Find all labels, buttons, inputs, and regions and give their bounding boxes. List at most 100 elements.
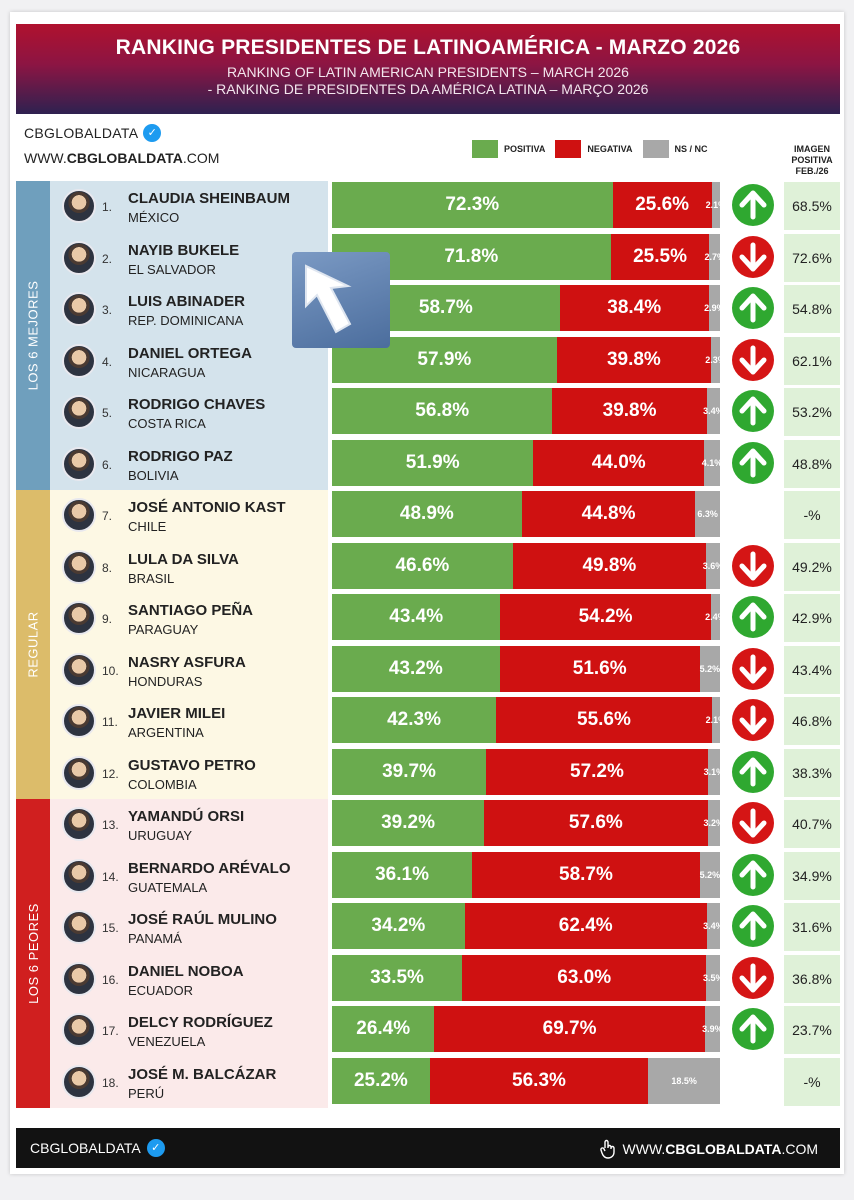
group-label: LOS 6 MEJORES: [25, 280, 41, 391]
verified-badge-icon: ✓: [143, 124, 162, 142]
legend-positive-label: POSITIVA: [504, 144, 546, 154]
president-name: DANIEL NOBOA: [128, 962, 244, 980]
trend-up-arrow-icon: [732, 441, 774, 484]
country-name: ARGENTINA: [128, 725, 204, 740]
ranking-row: 11. JAVIER MILEI ARGENTINA 42.3% 55.6% 2.1% 46…: [50, 697, 844, 747]
bar-nsnc: 5.2%: [700, 645, 720, 692]
stacked-bar: 43.2% 51.6% 5.2%: [332, 645, 720, 692]
ranking-row: 18. JOSÉ M. BALCÁZAR PERÚ 25.2% 56.3% 18.5% -%: [50, 1057, 844, 1108]
trend-down-arrow-icon: [732, 235, 774, 278]
rank-number: 6.: [102, 457, 113, 472]
country-name: PANAMÁ: [128, 931, 182, 946]
trend-up-arrow-icon: [732, 184, 774, 226]
bar-negative: 51.6%: [499, 645, 700, 692]
previous-image-value: 48.8%: [784, 439, 840, 488]
group-label-tab: LOS 6 PEORES: [16, 799, 50, 1108]
chart-legend: POSITIVA NEGATIVA NS / NC: [472, 140, 718, 158]
bar-negative: 57.6%: [484, 800, 708, 846]
stacked-bar: 25.2% 56.3% 18.5%: [332, 1057, 720, 1104]
footer-bar: CBGLOBALDATA ✓ WWW.CBGLOBALDATA.COM: [16, 1128, 840, 1168]
footer-url-prefix: WWW.: [622, 1141, 666, 1157]
previous-image-value: 46.8%: [784, 697, 840, 745]
ranking-row: 5. RODRIGO CHAVES COSTA RICA 56.8% 39.8% 3.4%…: [50, 388, 844, 438]
bar-nsnc: 2.1%: [706, 182, 726, 228]
rank-number: 3.: [102, 303, 113, 317]
bar-negative: 44.8%: [521, 491, 696, 537]
president-avatar: [62, 189, 96, 223]
legend-negative-label: NEGATIVA: [587, 144, 633, 154]
trend-up-arrow-icon: [732, 750, 774, 793]
bar-positive: 39.2%: [332, 800, 485, 846]
rank-number: 2.: [102, 251, 113, 266]
country-name: VENEZUELA: [128, 1034, 206, 1049]
bar-nsnc: 18.5%: [648, 1057, 720, 1104]
country-name: REP. DOMINICANA: [128, 313, 244, 328]
president-avatar: [62, 498, 96, 532]
previous-image-value: -%: [784, 491, 840, 539]
ranking-row: 15. JOSÉ RAÚL MULINO PANAMÁ 34.2% 62.4% 3.4% 3…: [50, 903, 844, 953]
previous-image-value: 68.5%: [784, 182, 840, 230]
previous-image-value: 49.2%: [784, 542, 840, 591]
trend-down-arrow-icon: [732, 544, 774, 587]
rank-number: 5.: [102, 406, 113, 420]
ranking-row: 1. CLAUDIA SHEINBAUM MÉXICO 72.3% 25.6% 2.1% 6…: [50, 182, 844, 232]
footer-verified-badge-icon: ✓: [146, 1139, 165, 1157]
previous-image-value: 38.3%: [784, 748, 840, 797]
bar-negative: 63.0%: [462, 954, 707, 1001]
bar-negative: 69.7%: [434, 1006, 705, 1052]
rank-number: 17.: [102, 1024, 119, 1038]
previous-image-value: 43.4%: [784, 645, 840, 694]
bar-negative: 39.8%: [552, 388, 707, 434]
rank-number: 12.: [102, 766, 119, 781]
subtitle-english: RANKING OF LATIN AMERICAN PRESIDENTS – M…: [227, 64, 629, 80]
bar-positive: 56.8%: [332, 388, 553, 434]
brand-url-domain: CBGLOBALDATA: [66, 150, 183, 166]
ranking-row: 9. SANTIAGO PEÑA PARAGUAY 43.4% 54.2% 2.4% 42.…: [50, 594, 844, 644]
president-name: NAYIB BUKELE: [128, 241, 240, 259]
brand-url[interactable]: WWW.CBGLOBALDATA.COM: [24, 150, 219, 166]
rank-number: 10.: [102, 663, 119, 678]
bar-nsnc: 3.4%: [703, 388, 724, 434]
trend-down-arrow-icon: [732, 699, 774, 741]
rank-number: 1.: [102, 200, 113, 214]
country-name: ECUADOR: [128, 982, 194, 998]
subtitle-portuguese: - RANKING DE PRESIDENTES DA AMÉRICA LATI…: [207, 81, 649, 97]
rank-number: 4.: [102, 354, 113, 369]
ranking-row: 7. JOSÉ ANTONIO KAST CHILE 48.9% 44.8% 6.3% -%: [50, 491, 844, 541]
stacked-bar: 36.1% 58.7% 5.2%: [332, 851, 720, 898]
president-name: NASRY ASFURA: [128, 653, 246, 671]
bar-negative: 55.6%: [496, 697, 712, 743]
group-panel: REGULAR: [16, 490, 328, 799]
group-label: LOS 6 PEORES: [25, 903, 41, 1004]
stacked-bar: 46.6% 49.8% 3.6%: [332, 542, 723, 589]
president-name: DANIEL ORTEGA: [128, 344, 252, 362]
president-name: YAMANDÚ ORSI: [128, 808, 245, 825]
bar-negative: 38.4%: [559, 285, 709, 331]
previous-image-value: 31.6%: [784, 903, 840, 951]
rank-number: 9.: [102, 612, 113, 626]
stacked-bar: 43.4% 54.2% 2.4%: [332, 594, 726, 640]
president-name: LULA DA SILVA: [128, 550, 239, 568]
rank-number: 15.: [102, 921, 119, 935]
previous-image-value: 23.7%: [784, 1006, 840, 1054]
president-avatar: [62, 240, 96, 275]
rank-number: 8.: [102, 560, 113, 575]
bar-negative: 58.7%: [472, 851, 700, 898]
footer-brand: CBGLOBALDATA ✓: [30, 1139, 165, 1157]
country-name: HONDURAS: [128, 673, 203, 689]
image-header-line-2: POSITIVA: [791, 155, 833, 165]
president-name: JOSÉ M. BALCÁZAR: [128, 1065, 277, 1083]
ranking-row: 6. RODRIGO PAZ BOLIVIA 51.9% 44.0% 4.1% 48.8%: [50, 439, 844, 490]
president-name: CLAUDIA SHEINBAUM: [128, 190, 290, 207]
president-avatar: [62, 343, 96, 378]
stacked-bar: 57.9% 39.8% 2.3%: [332, 336, 726, 383]
bar-negative: 49.8%: [512, 542, 706, 589]
bar-negative: 39.8%: [556, 336, 712, 383]
country-name: PERÚ: [128, 1085, 165, 1101]
bar-positive: 34.2%: [332, 903, 465, 949]
trend-down-arrow-icon: [732, 956, 774, 999]
trend-up-arrow-icon: [732, 287, 774, 329]
country-name: BRASIL: [128, 570, 175, 586]
stacked-bar: 71.8% 25.5% 2.7%: [332, 233, 725, 280]
footer-url[interactable]: WWW.CBGLOBALDATA.COM: [599, 1139, 818, 1159]
